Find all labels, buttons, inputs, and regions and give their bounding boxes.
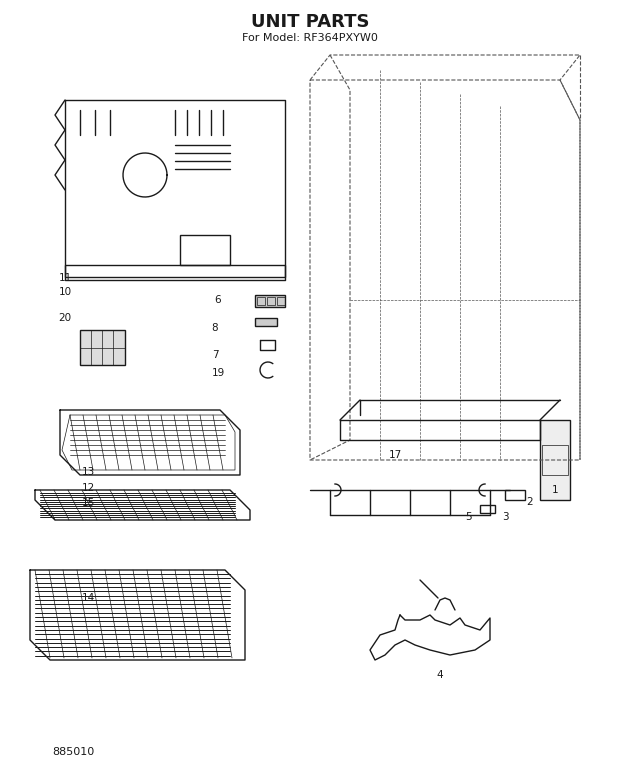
Text: 19: 19 — [211, 368, 224, 378]
Text: 20: 20 — [58, 313, 71, 323]
Text: 15: 15 — [81, 498, 95, 508]
Bar — [257, 297, 265, 305]
Bar — [180, 235, 230, 265]
Text: 11: 11 — [58, 273, 72, 283]
Text: 12: 12 — [81, 483, 95, 493]
Text: UNIT PARTS: UNIT PARTS — [250, 13, 370, 31]
Text: 2: 2 — [526, 497, 533, 507]
Text: 3: 3 — [502, 512, 508, 522]
Bar — [480, 505, 495, 513]
Text: 13: 13 — [81, 467, 95, 477]
Bar — [542, 445, 568, 475]
Text: 7: 7 — [211, 350, 218, 360]
Text: 14: 14 — [81, 593, 95, 603]
Text: 5: 5 — [464, 512, 471, 522]
Text: For Model: RF364PXYW0: For Model: RF364PXYW0 — [242, 33, 378, 43]
Bar — [255, 318, 277, 326]
Bar — [255, 295, 285, 307]
Bar — [277, 297, 285, 305]
Text: 8: 8 — [211, 323, 218, 333]
Text: 6: 6 — [215, 295, 221, 305]
Bar — [80, 330, 125, 365]
Bar — [540, 420, 570, 500]
Bar — [65, 265, 285, 277]
Text: 4: 4 — [436, 670, 443, 680]
Bar — [267, 297, 275, 305]
Bar — [505, 490, 525, 500]
Text: 17: 17 — [388, 450, 402, 460]
Text: 885010: 885010 — [52, 747, 94, 757]
Text: 10: 10 — [58, 287, 71, 297]
Text: 1: 1 — [552, 485, 559, 495]
